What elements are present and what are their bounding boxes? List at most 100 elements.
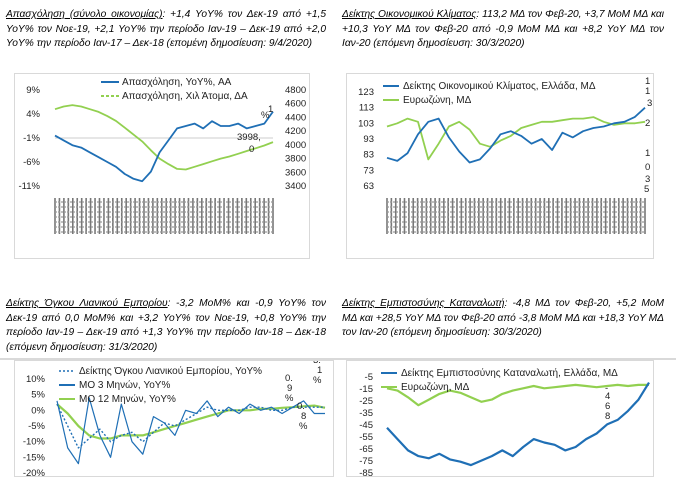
y-tick-label: -20% [23, 468, 46, 477]
annotation-label: 6 [605, 401, 610, 412]
retail-chart: 10% 5% 0% -5% -10% -15% -20% Δείκτης Όγκου Λιαν… [23, 361, 326, 477]
y-tick-label: -55 [359, 432, 373, 443]
employment-chart-panel: 9% 4% -1% -6% -11% 4800 4600 4400 4200 4000 3800 36… [14, 73, 310, 259]
annotation-label: 0. [297, 401, 305, 412]
annotation-label: 0. [285, 373, 293, 384]
series-line-retail-3m-avg [56, 403, 325, 449]
annotation-label: 1 [317, 365, 322, 376]
y-tick-label-left: -1% [23, 133, 40, 144]
legend-label-employment-yoy: Απασχόληση, YoY%, ΑΑ [122, 76, 232, 88]
y-tick-label: -5% [28, 421, 45, 432]
legend-label-retail-3m-avg: ΜΟ 3 Μηνών, YoY% [79, 379, 170, 391]
annotation-label: 4 [605, 391, 610, 402]
y-tick-label-right: 3600 [285, 167, 306, 178]
y-tick-label: 103 [358, 118, 374, 129]
separator-bar [0, 358, 676, 360]
series-line-eurozone [386, 383, 649, 407]
legend-label-eurozone: Ευρωζώνη, ΜΔ [401, 381, 470, 393]
y-tick-label-left: 4% [26, 109, 40, 120]
y-tick-label-right: 4400 [285, 112, 306, 123]
confidence-chart-panel: -5 -15 -25 -35 -45 -55 -65 -75 -85 Δείκτης Εμπιστ… [346, 360, 654, 477]
annotation-label: 5 [644, 184, 649, 195]
y-tick-label: 93 [363, 134, 374, 145]
y-tick-label-right: 4800 [285, 85, 306, 96]
y-tick-label: -75 [359, 456, 373, 467]
y-tick-label: 113 [359, 103, 374, 114]
legend-label-retail-12m-avg: ΜΟ 12 Μηνών, YoY% [79, 393, 176, 405]
retail-caption-head: Δείκτης Όγκου Λιανικού Εμπορίου [6, 298, 168, 309]
climate-chart-panel: 123 113 103 93 83 73 63 Δείκτης Οικονομικού Κλί… [346, 73, 654, 259]
y-tick-label: -65 [359, 444, 373, 455]
series-line-employment-thousands [54, 104, 274, 171]
annotation-label: % [299, 421, 308, 432]
y-tick-label-right: 4000 [285, 140, 306, 151]
annotation-label: 2 [645, 118, 650, 129]
series-line-retail-12m-avg [56, 403, 326, 440]
legend-label-employment-thousands: Απασχόληση, Χιλ Άτομα, ΔΑ [122, 90, 248, 102]
y-tick-label-right: 4600 [285, 99, 306, 110]
y-tick-label: -45 [359, 420, 373, 431]
series-line-retail-yoy [56, 397, 325, 465]
confidence-caption-head: Δείκτης Εμπιστοσύνης Καταναλωτή [342, 298, 505, 309]
y-tick-label: 123 [358, 87, 374, 98]
retail-caption: Δείκτης Όγκου Λιανικού Εμπορίου: -3,2 Mo… [6, 297, 326, 355]
y-tick-label: 5% [31, 390, 45, 401]
annotation-label: - [605, 383, 608, 394]
climate-caption-head: Δείκτης Οικονομικού Κλίματος [342, 9, 477, 20]
employment-caption-text: : +1,4 YoY% τον Δεκ-19 από +1,5 YoY% τον… [6, 9, 327, 49]
employment-chart: 9% 4% -1% -6% -11% 4800 4600 4400 4200 4000 3800 36… [19, 76, 306, 234]
y-tick-label: -25 [359, 396, 373, 407]
retail-chart-panel: 10% 5% 0% -5% -10% -15% -20% Δείκτης Όγκου Λιαν… [14, 360, 334, 477]
climate-caption-text: : 113,2 ΜΔ τον Φεβ-20, +3,7 MoM ΜΔ και +… [342, 9, 664, 49]
employment-caption-head: Απασχόληση (σύνολο οικονομίας) [6, 9, 163, 20]
annotation-label: 3 [645, 174, 650, 185]
series-line-greece-confidence [386, 382, 650, 467]
y-tick-label: -15 [359, 384, 373, 395]
y-tick-label: -10% [23, 437, 46, 448]
series-line-eurozone [386, 116, 646, 161]
retail-caption-text: : -3,2 MoM% και -0,9 YoY% τον Δεκ-19 από… [6, 298, 326, 353]
annotation-label: 8 [605, 411, 610, 422]
annotation-label: 1 [645, 148, 650, 159]
annotation-label: 0 [645, 162, 650, 173]
y-tick-label: -35 [359, 408, 373, 419]
series-line-employment-yoy [54, 111, 274, 183]
annotation-label: 3998, [237, 132, 261, 143]
y-tick-label: -5 [365, 372, 373, 383]
legend-label-greece-confidence: Δείκτης Εμπιστοσύνης Καταναλωτή, Ελλάδα,… [401, 367, 618, 379]
annotation-label: 0 [249, 144, 254, 155]
legend-label-eurozone: Ευρωζώνη, ΜΔ [403, 94, 472, 106]
annotation-label: % [313, 375, 322, 386]
y-tick-label-left: -11% [19, 181, 41, 192]
y-tick-label-left: 9% [26, 85, 40, 96]
annotation-label: 1 [645, 86, 650, 97]
annotation-label: 3. [313, 361, 321, 366]
annotation-label: 9 [287, 383, 292, 394]
employment-caption: Απασχόληση (σύνολο οικονομίας): +1,4 YoY… [6, 8, 326, 52]
y-tick-label-right: 4200 [285, 126, 306, 137]
y-tick-label: 73 [363, 165, 374, 176]
legend-label-greece-climate: Δείκτης Οικονομικού Κλίματος, Ελλάδα, ΜΔ [403, 80, 596, 92]
y-tick-label: -15% [23, 452, 46, 463]
y-tick-label: 10% [26, 374, 46, 385]
y-tick-label: 83 [363, 150, 374, 161]
annotation-label: % [285, 393, 294, 404]
y-tick-label: -85 [359, 468, 373, 477]
climate-caption: Δείκτης Οικονομικού Κλίματος: 113,2 ΜΔ τ… [342, 8, 664, 52]
annotation-label: 1 [268, 104, 273, 115]
y-tick-label: 63 [363, 181, 374, 192]
legend-label-retail-yoy: Δείκτης Όγκου Λιανικού Εμπορίου, YoY% [79, 365, 262, 377]
y-tick-label-right: 3400 [285, 181, 306, 192]
annotation-label: 8 [301, 411, 306, 422]
annotation-label: 1 [645, 76, 650, 87]
confidence-chart: -5-15-25-35-45-55-65-75-85 Δείκτης Εμπιστ… [359, 367, 650, 477]
y-tick-label-left: -6% [23, 157, 40, 168]
series-line-greece-climate [386, 107, 646, 164]
y-tick-label-right: 3800 [285, 154, 306, 165]
confidence-caption-text: : -4,8 ΜΔ τον Φεβ-20, +5,2 MoM ΜΔ και +2… [342, 298, 664, 338]
y-tick-label: 0% [31, 405, 45, 416]
confidence-caption: Δείκτης Εμπιστοσύνης Καταναλωτή: -4,8 ΜΔ… [342, 297, 664, 341]
annotation-label: 3 [647, 98, 652, 109]
annotation-label: % [261, 110, 270, 121]
